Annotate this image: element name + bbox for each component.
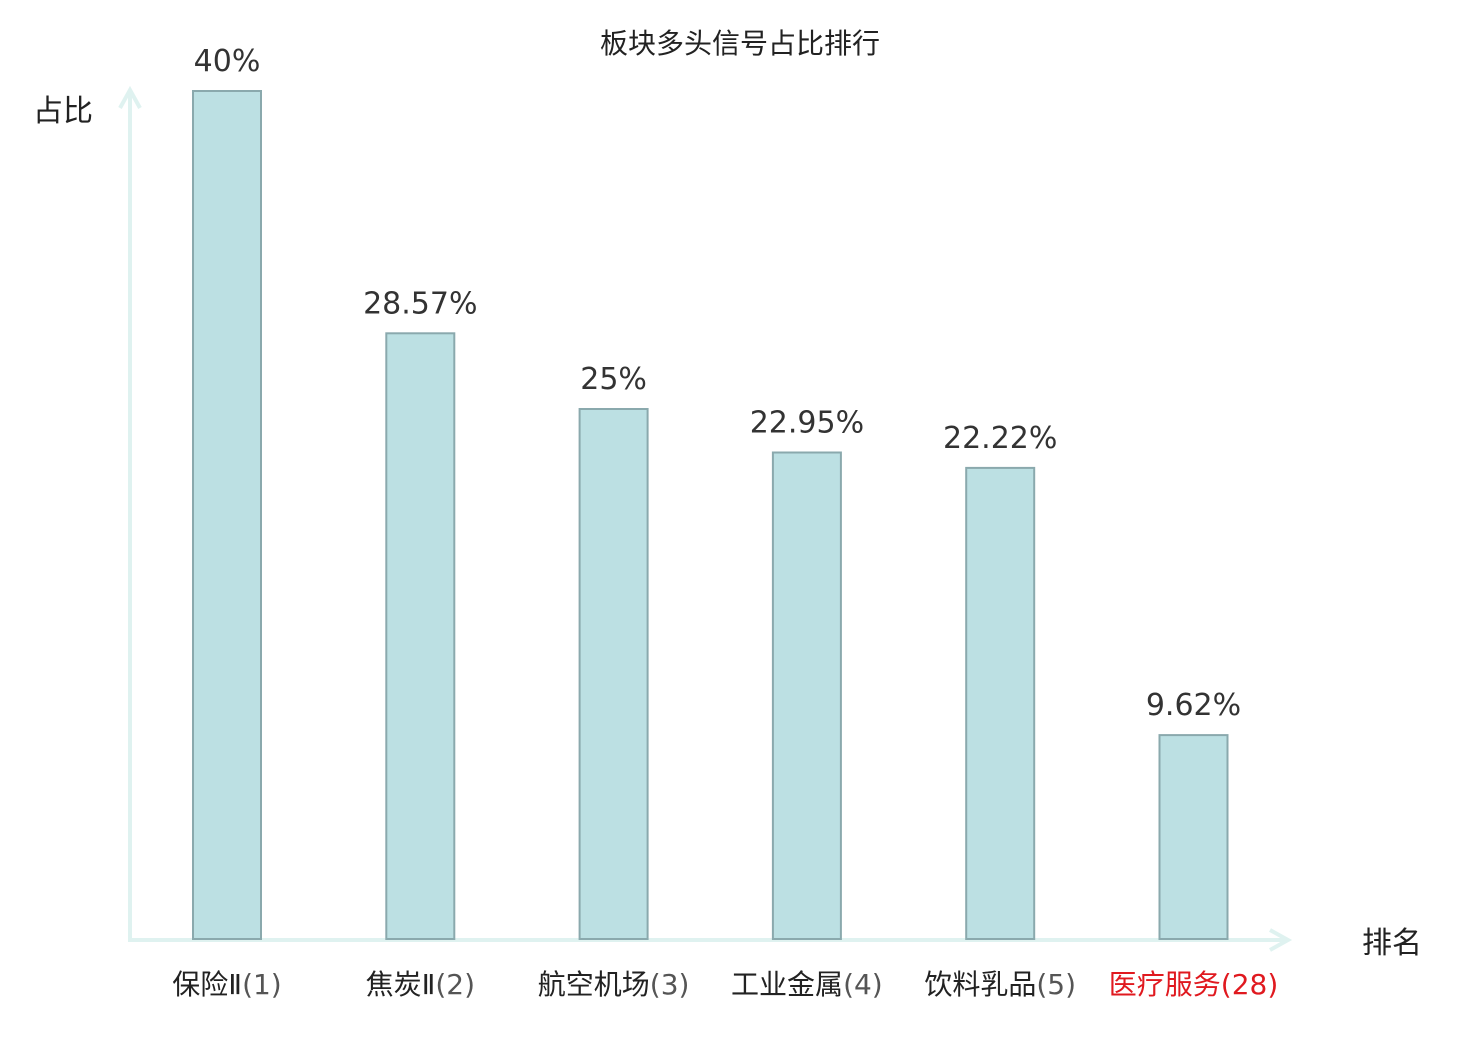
value-labels-group: 40% 28.57% 25% 22.95% 22.22% 9.62% [194, 44, 1242, 723]
bars-group [192, 90, 1229, 940]
bar-3 [578, 408, 649, 940]
value-label-4: 22.95% [750, 406, 864, 441]
tick-label-4: 工业金属(4) [731, 968, 883, 1001]
value-label-5: 22.22% [943, 421, 1057, 456]
value-label-1: 40% [194, 44, 261, 79]
tick-label-1: 保险Ⅱ(1) [172, 968, 281, 1001]
bar-5 [965, 466, 1036, 940]
chart-title: 板块多头信号占比排行 [600, 27, 880, 60]
tick-label-2: 焦炭Ⅱ(2) [366, 968, 475, 1001]
bar-6 [1158, 734, 1229, 940]
bar-2 [385, 332, 456, 940]
y-axis-label: 占比 [33, 94, 93, 129]
bar-4 [771, 451, 842, 940]
axes [118, 85, 1293, 952]
tick-label-6: 医疗服务(28) [1109, 968, 1279, 1001]
tick-label-5: 饮料乳品(5) [924, 968, 1076, 1001]
tick-labels-group: 保险Ⅱ(1) 焦炭Ⅱ(2) 航空机场(3) 工业金属(4) 饮料乳品(5) 医疗服务(28… [172, 968, 1278, 1001]
value-label-2: 28.57% [363, 286, 477, 321]
value-label-3: 25% [580, 362, 647, 397]
y-axis-arrow [118, 85, 142, 109]
tick-label-3: 航空机场(3) [538, 968, 690, 1001]
x-axis-label: 排名 [1362, 926, 1422, 961]
bar-1 [192, 90, 262, 940]
value-label-6: 9.62% [1146, 688, 1241, 723]
x-axis-arrow [1269, 928, 1293, 952]
